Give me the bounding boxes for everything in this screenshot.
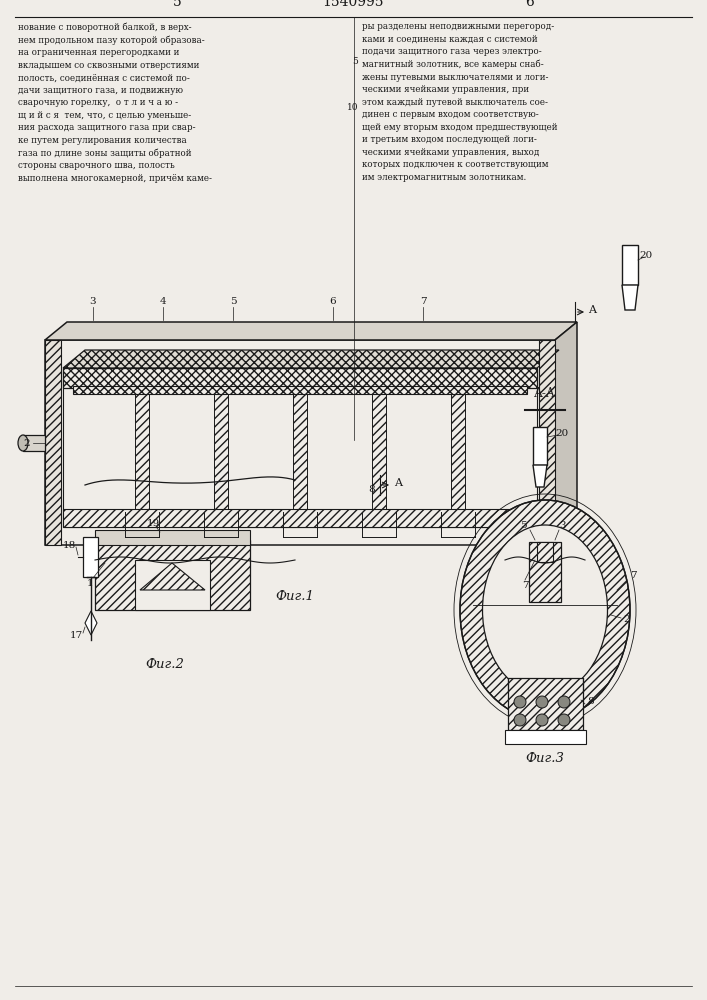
Bar bbox=[95, 540, 250, 610]
Text: 5: 5 bbox=[520, 522, 526, 530]
Text: А-А: А-А bbox=[534, 387, 556, 400]
Text: A: A bbox=[394, 478, 402, 488]
Text: 2: 2 bbox=[624, 615, 631, 624]
Circle shape bbox=[558, 714, 570, 726]
Text: 10: 10 bbox=[346, 104, 358, 112]
Bar bbox=[539, 340, 555, 545]
Bar bbox=[23, 435, 45, 451]
Bar bbox=[135, 560, 210, 610]
Text: 7: 7 bbox=[420, 298, 426, 306]
Text: 20: 20 bbox=[556, 428, 568, 438]
Circle shape bbox=[514, 696, 526, 708]
Polygon shape bbox=[533, 465, 547, 487]
Bar bbox=[372, 388, 386, 512]
Polygon shape bbox=[45, 322, 577, 340]
Text: 20: 20 bbox=[639, 250, 653, 259]
Bar bbox=[83, 537, 98, 577]
Text: Фиг.1: Фиг.1 bbox=[276, 590, 315, 603]
Text: 17: 17 bbox=[69, 631, 83, 640]
Bar bbox=[508, 678, 583, 730]
Bar bbox=[135, 388, 149, 512]
Polygon shape bbox=[140, 563, 205, 590]
Bar bbox=[622, 245, 638, 285]
Text: 8: 8 bbox=[588, 698, 595, 706]
Text: 5: 5 bbox=[230, 298, 236, 306]
Bar bbox=[45, 340, 555, 545]
Text: 6: 6 bbox=[329, 298, 337, 306]
Text: Фиг.3: Фиг.3 bbox=[525, 752, 564, 764]
Polygon shape bbox=[63, 350, 559, 368]
Text: Фиг.2: Фиг.2 bbox=[146, 658, 185, 672]
Text: 8: 8 bbox=[368, 486, 375, 494]
Text: 3: 3 bbox=[90, 298, 96, 306]
Text: 7: 7 bbox=[630, 570, 636, 580]
Polygon shape bbox=[555, 322, 577, 545]
Text: 2: 2 bbox=[24, 438, 30, 448]
Circle shape bbox=[536, 696, 548, 708]
Bar bbox=[63, 368, 537, 527]
Text: 1: 1 bbox=[87, 578, 93, 587]
Ellipse shape bbox=[460, 500, 630, 720]
Bar bbox=[505, 730, 586, 744]
Ellipse shape bbox=[18, 435, 28, 451]
Bar bbox=[293, 388, 307, 512]
Bar bbox=[529, 542, 561, 602]
Ellipse shape bbox=[482, 525, 607, 695]
Bar bbox=[214, 388, 228, 512]
Bar bbox=[45, 340, 61, 545]
Bar bbox=[95, 530, 250, 545]
Text: 4: 4 bbox=[160, 298, 166, 306]
Text: 1540995: 1540995 bbox=[322, 0, 384, 9]
Text: A: A bbox=[588, 305, 596, 315]
Polygon shape bbox=[622, 285, 638, 310]
Text: ры разделены неподвижными перегород-
ками и соединены каждая с системой
подачи з: ры разделены неподвижными перегород- кам… bbox=[362, 22, 558, 182]
Text: 5: 5 bbox=[173, 0, 182, 9]
Bar bbox=[73, 386, 527, 394]
Bar bbox=[63, 509, 537, 527]
Circle shape bbox=[558, 696, 570, 708]
Text: нование с поворотной балкой, в верх-
нем продольном пазу которой образова-
на ог: нование с поворотной балкой, в верх- нем… bbox=[18, 22, 212, 183]
Text: 19: 19 bbox=[146, 518, 160, 528]
Text: 7: 7 bbox=[522, 580, 528, 589]
Circle shape bbox=[536, 714, 548, 726]
Polygon shape bbox=[85, 611, 97, 635]
Text: 6: 6 bbox=[525, 0, 534, 9]
Text: 3: 3 bbox=[560, 522, 566, 530]
Text: 18: 18 bbox=[62, 540, 76, 550]
Bar bbox=[537, 542, 553, 562]
Bar bbox=[63, 368, 537, 388]
Text: 5: 5 bbox=[352, 57, 358, 66]
Bar bbox=[533, 427, 547, 465]
Circle shape bbox=[514, 714, 526, 726]
Bar bbox=[451, 388, 465, 512]
